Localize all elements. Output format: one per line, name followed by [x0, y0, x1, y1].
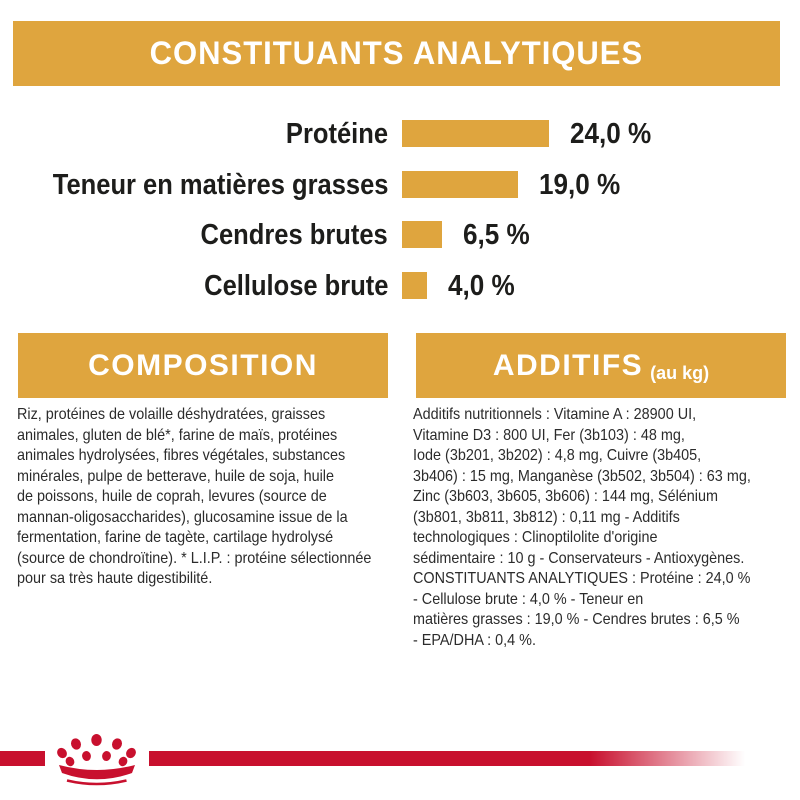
chart-category-label: Teneur en matières grasses [52, 168, 388, 201]
chart-row: Cendres brutes 6,5 % [0, 219, 800, 252]
chart-row: Teneur en matières grasses 19,0 % [0, 168, 800, 201]
chart-bar [402, 170, 518, 198]
chart-category-label: Protéine [285, 118, 388, 150]
chart-category-label: Cellulose brute [203, 269, 388, 302]
analytical-constituents-banner: CONSTITUANTS ANALYTIQUES [13, 21, 780, 86]
additives-banner: ADDITIFS (au kg) [416, 333, 786, 398]
composition-title: COMPOSITION [88, 348, 318, 382]
chart-value-label: 4,0 % [448, 269, 515, 302]
chart-bar [402, 271, 427, 299]
analytical-constituents-title: CONSTITUANTS ANALYTIQUES [149, 35, 644, 71]
chart-row: Cellulose brute 4,0 % [0, 269, 800, 302]
chart-category-label: Cendres brutes [200, 219, 388, 252]
composition-banner: COMPOSITION [18, 333, 388, 398]
additives-title-unit: (au kg) [650, 363, 710, 383]
additives-title: ADDITIFS [492, 348, 644, 382]
chart-value-label: 6,5 % [463, 219, 530, 252]
footer-red-bar-left [0, 751, 45, 766]
chart-value-label: 24,0 % [570, 118, 652, 150]
additives-text: Additifs nutritionnels : Vitamine A : 28… [413, 406, 751, 649]
composition-text: Riz, protéines de volaille déshydratées,… [17, 406, 372, 587]
chart-bar [402, 120, 549, 147]
chart-bar [402, 221, 442, 249]
royal-canin-crown-logo [57, 734, 136, 786]
footer-red-bar-right-fading [149, 751, 745, 766]
chart-value-label: 19,0 % [539, 168, 621, 201]
chart-row: Protéine 24,0 % [0, 118, 800, 150]
